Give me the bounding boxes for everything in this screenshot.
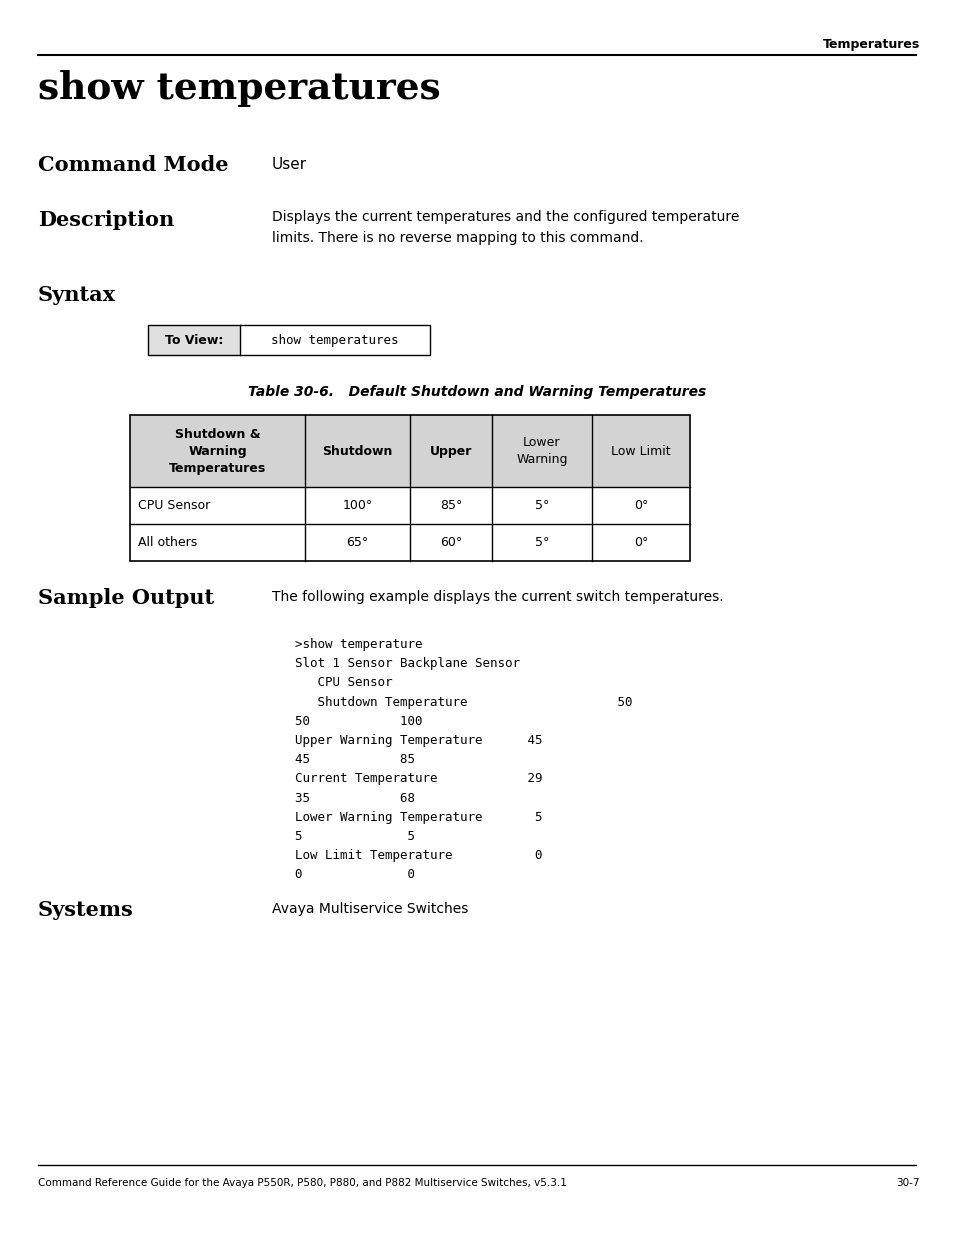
Text: 85°: 85° [439, 499, 461, 513]
Text: Command Reference Guide for the Avaya P550R, P580, P880, and P882 Multiservice S: Command Reference Guide for the Avaya P5… [38, 1178, 566, 1188]
Text: Sample Output: Sample Output [38, 588, 213, 608]
Text: 30-7: 30-7 [896, 1178, 919, 1188]
Text: To View:: To View: [165, 333, 223, 347]
Text: Table 30-6.   Default Shutdown and Warning Temperatures: Table 30-6. Default Shutdown and Warning… [248, 385, 705, 399]
Text: 5°: 5° [535, 499, 549, 513]
Text: All others: All others [138, 536, 197, 550]
Text: >show temperature
Slot 1 Sensor Backplane Sensor
   CPU Sensor
   Shutdown Tempe: >show temperature Slot 1 Sensor Backplan… [294, 638, 632, 882]
Text: Shutdown: Shutdown [322, 445, 393, 457]
Text: User: User [272, 157, 307, 172]
Bar [148, 325, 430, 354]
Text: Upper: Upper [430, 445, 472, 457]
Text: Avaya Multiservice Switches: Avaya Multiservice Switches [272, 902, 468, 916]
Text: Description: Description [38, 210, 174, 230]
Text: Shutdown &
Warning
Temperatures: Shutdown & Warning Temperatures [169, 427, 266, 474]
Text: The following example displays the current switch temperatures.: The following example displays the curre… [272, 590, 723, 604]
Text: show temperatures: show temperatures [38, 70, 440, 107]
Text: 0°: 0° [633, 536, 647, 550]
Text: Low Limit: Low Limit [611, 445, 670, 457]
Text: Temperatures: Temperatures [821, 38, 919, 51]
Text: Command Mode: Command Mode [38, 156, 229, 175]
Text: show temperatures: show temperatures [271, 333, 398, 347]
Text: Displays the current temperatures and the configured temperature
limits. There i: Displays the current temperatures and th… [272, 210, 739, 245]
Bar [130, 415, 689, 561]
Bar [130, 415, 689, 487]
Text: 0°: 0° [633, 499, 647, 513]
Text: Lower
Warning: Lower Warning [516, 436, 567, 466]
Text: Systems: Systems [38, 900, 133, 920]
Text: 65°: 65° [346, 536, 368, 550]
Text: 5°: 5° [535, 536, 549, 550]
Text: 60°: 60° [439, 536, 461, 550]
Text: Syntax: Syntax [38, 285, 116, 305]
Text: 100°: 100° [342, 499, 373, 513]
Text: CPU Sensor: CPU Sensor [138, 499, 210, 513]
Bar [148, 325, 240, 354]
